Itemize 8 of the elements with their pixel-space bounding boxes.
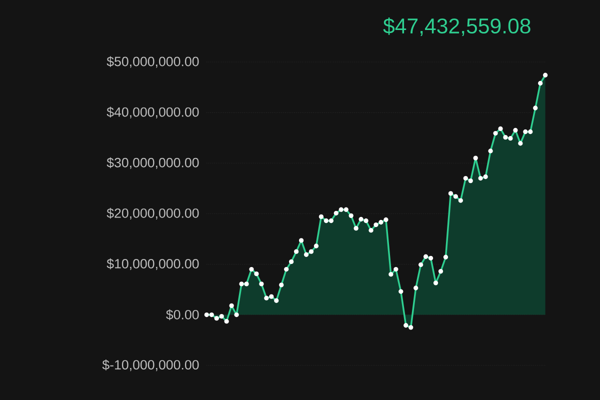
y-tick-label: $30,000,000.00 — [106, 157, 199, 169]
chart-title: $47,432,559.08 — [383, 18, 530, 36]
y-tick-label: $40,000,000.00 — [106, 106, 199, 118]
y-tick-label: $10,000,000.00 — [106, 258, 199, 270]
y-tick-label: $50,000,000.00 — [106, 56, 199, 68]
y-tick-label: $-10,000,000.00 — [102, 360, 199, 372]
y-tick-label: $0.00 — [166, 309, 199, 320]
y-tick-label: $20,000,000.00 — [106, 208, 199, 220]
